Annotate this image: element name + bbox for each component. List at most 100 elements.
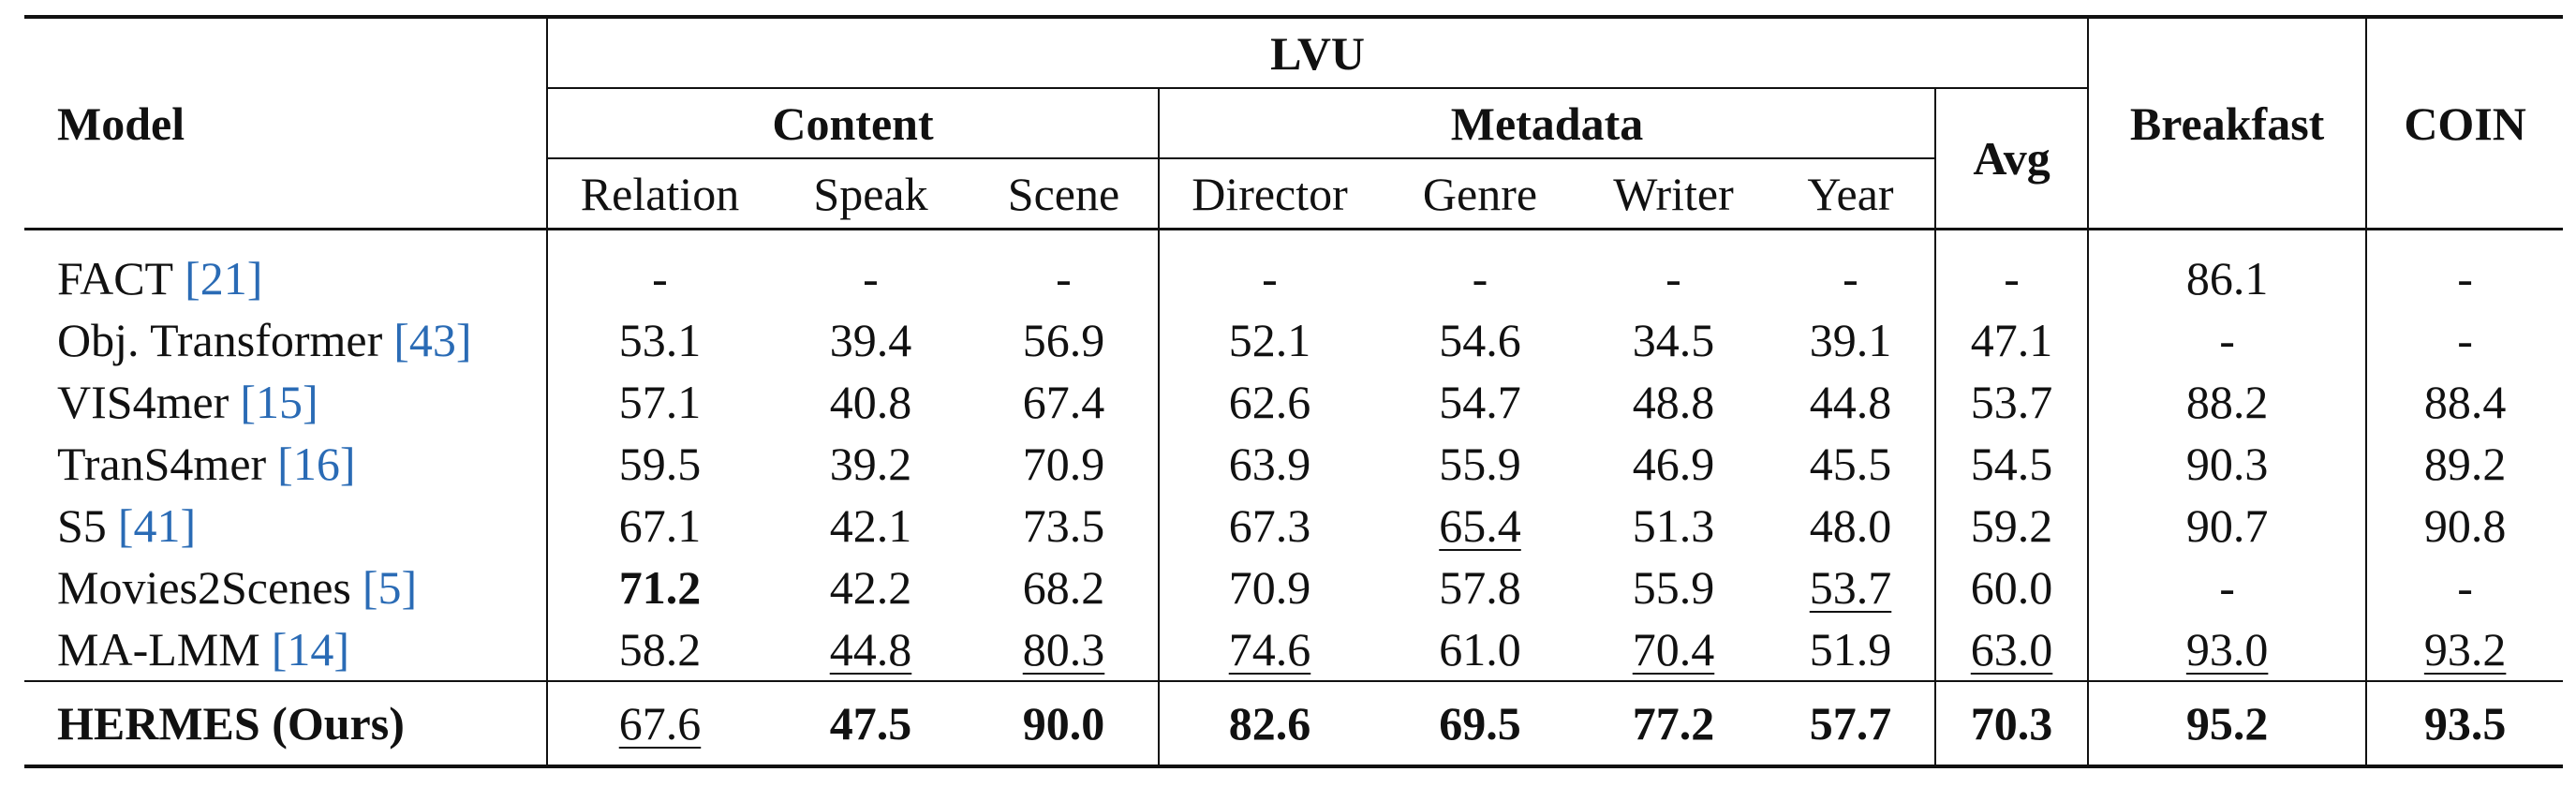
value-cell: 63.9 <box>1158 433 1380 495</box>
value-cell: 90.7 <box>2087 495 2367 557</box>
value: 89.2 <box>2423 438 2507 490</box>
header-cell: Content <box>546 88 1159 159</box>
value-cell: 46.9 <box>1580 433 1767 495</box>
value: 58.2 <box>618 623 702 676</box>
model-cell: TranS4mer [16] <box>24 433 547 495</box>
value-cell: 57.8 <box>1380 557 1580 618</box>
subheader-cell: Writer <box>1580 158 1767 230</box>
value: 44.8 <box>829 623 912 676</box>
value-cell: 67.3 <box>1158 495 1380 557</box>
value-cell: - <box>1158 229 1380 309</box>
value-cell: 44.8 <box>772 618 970 681</box>
value-cell: 82.6 <box>1158 680 1380 766</box>
value: 88.2 <box>2185 376 2269 428</box>
value-cell: 62.6 <box>1158 371 1380 433</box>
value: 62.6 <box>1228 376 1311 428</box>
model-cell: FACT [21] <box>24 230 547 310</box>
value-cell: 53.1 <box>546 309 772 371</box>
value: 77.2 <box>1632 697 1715 750</box>
table-header: Model LVU Breakfast COIN Content Metadat… <box>24 17 2564 230</box>
value: 65.4 <box>1439 499 1521 552</box>
value: 54.6 <box>1439 314 1521 366</box>
value-cell: 70.4 <box>1580 618 1767 681</box>
value: 90.7 <box>2185 499 2269 552</box>
header-cell: Avg <box>1933 88 2089 230</box>
value-cell: 58.2 <box>546 618 772 681</box>
value-cell: 55.9 <box>1580 557 1767 618</box>
citation: [21] <box>185 252 263 304</box>
model-name: VIS4mer <box>57 376 229 428</box>
value: - <box>652 252 668 304</box>
value-cell: - <box>2087 309 2367 371</box>
value-cell: - <box>2365 229 2564 309</box>
model-name: MA-LMM <box>57 623 260 676</box>
model-cell: Movies2Scenes [5] <box>24 557 547 618</box>
subheader-cell: Speak <box>772 158 970 230</box>
value-cell: 77.2 <box>1580 680 1767 766</box>
subheader-cell: Scene <box>970 158 1159 230</box>
subheader-cell: Relation <box>546 158 772 230</box>
value: 42.1 <box>829 499 912 552</box>
value: 93.0 <box>2185 623 2269 676</box>
value-cell: 54.6 <box>1380 309 1580 371</box>
value-cell: 86.1 <box>2087 229 2367 309</box>
value: 88.4 <box>2423 376 2507 428</box>
value-cell: 53.7 <box>1767 557 1935 618</box>
subheader-cell: Genre <box>1380 158 1580 230</box>
value: - <box>2219 561 2235 614</box>
header-cell: COIN <box>2365 17 2564 230</box>
value-cell: 80.3 <box>970 618 1159 681</box>
value-cell: 47.1 <box>1933 309 2089 371</box>
value-cell: - <box>970 230 1159 310</box>
value: 70.9 <box>1022 438 1105 490</box>
value-cell: 61.0 <box>1380 618 1580 681</box>
value: 53.1 <box>618 314 702 366</box>
model-name: FACT <box>57 252 174 304</box>
value: 39.4 <box>829 314 912 366</box>
model-name: TranS4mer <box>57 438 267 490</box>
value: 86.1 <box>2185 252 2269 304</box>
citation: [15] <box>240 376 318 428</box>
value: 70.3 <box>1970 697 2053 750</box>
model-cell: HERMES (Ours) <box>24 680 547 766</box>
value-cell: 54.7 <box>1380 371 1580 433</box>
value: 80.3 <box>1022 623 1105 676</box>
value-cell: - <box>1767 230 1935 310</box>
model-cell: VIS4mer [15] <box>24 371 547 433</box>
value: 67.6 <box>618 697 702 750</box>
value: 56.9 <box>1022 314 1105 366</box>
value-cell: 47.5 <box>772 680 970 766</box>
value: 63.9 <box>1228 438 1311 490</box>
value: 46.9 <box>1632 438 1715 490</box>
table-row: TranS4mer [16] 59.5 39.2 70.9 63.9 55.9 46.9 45.… <box>24 433 2564 495</box>
value: 59.2 <box>1970 499 2053 552</box>
value: 60.0 <box>1970 561 2053 614</box>
value-cell: 89.2 <box>2365 433 2564 495</box>
value-cell: 93.2 <box>2365 618 2564 681</box>
results-table: Model LVU Breakfast COIN Content Metadat… <box>24 15 2564 768</box>
value-cell: 42.1 <box>772 495 970 557</box>
value-cell: 67.6 <box>546 680 772 766</box>
table-row: HERMES (Ours) 67.6 47.5 90.0 82.6 69.5 77.2 57.… <box>24 680 2564 766</box>
value: - <box>863 252 879 304</box>
value-cell: - <box>2087 557 2367 618</box>
value: 68.2 <box>1022 561 1105 614</box>
value-cell: 90.8 <box>2365 495 2564 557</box>
value: 51.9 <box>1809 623 1892 676</box>
value-cell: - <box>2365 309 2564 371</box>
citation: [5] <box>362 561 418 614</box>
value: 42.2 <box>829 561 912 614</box>
value-cell: 70.9 <box>970 433 1159 495</box>
value: 61.0 <box>1439 623 1521 676</box>
value: 55.9 <box>1632 561 1715 614</box>
value-cell: 65.4 <box>1380 495 1580 557</box>
value-cell: 73.5 <box>970 495 1159 557</box>
header-cell: Breakfast <box>2087 17 2367 230</box>
value-cell: 93.0 <box>2087 618 2367 681</box>
value-cell: 60.0 <box>1933 557 2089 618</box>
value-cell: 39.1 <box>1767 309 1935 371</box>
value: 69.5 <box>1439 697 1521 750</box>
value-cell: 57.1 <box>546 371 772 433</box>
value: 63.0 <box>1970 623 2053 676</box>
